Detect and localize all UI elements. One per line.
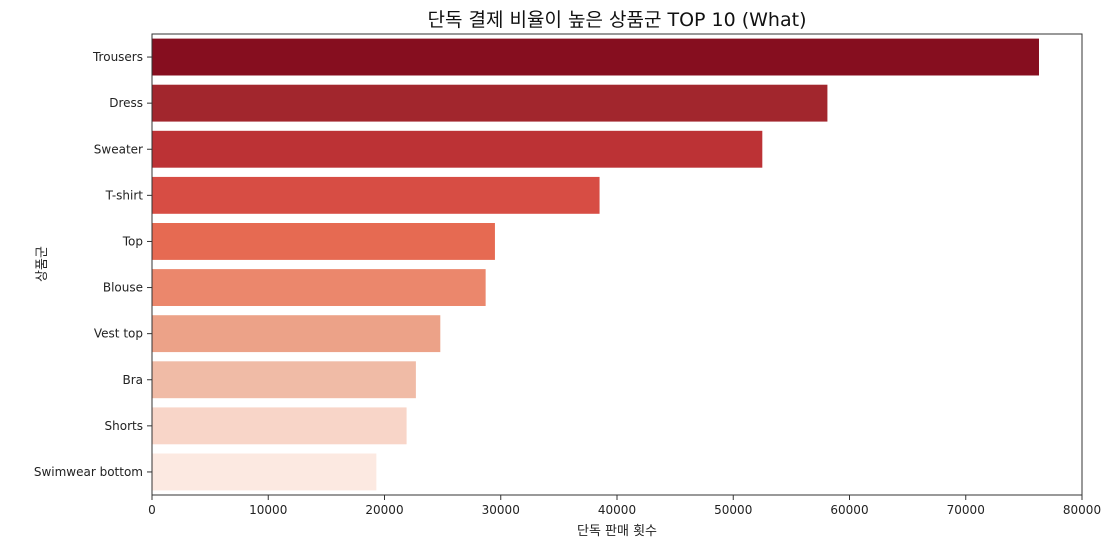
bar-shorts bbox=[152, 407, 407, 445]
x-tick-label: 30000 bbox=[482, 503, 520, 517]
bar-trousers bbox=[152, 38, 1039, 76]
x-tick-label: 70000 bbox=[947, 503, 985, 517]
bar-blouse bbox=[152, 269, 486, 306]
bar-sweater bbox=[152, 130, 763, 168]
chart-title: 단독 결제 비율이 높은 상품군 TOP 10 (What) bbox=[428, 9, 807, 31]
x-tick-label: 20000 bbox=[365, 503, 403, 517]
y-tick-label: Dress bbox=[109, 96, 143, 110]
y-tick-label: Top bbox=[122, 234, 143, 248]
x-axis-ticks: 0 10000 20000 30000 40000 50000 60000 70000 8000… bbox=[148, 495, 1101, 517]
bar-top bbox=[152, 223, 495, 260]
bar-t-shirt bbox=[152, 176, 600, 214]
x-tick-label: 10000 bbox=[249, 503, 287, 517]
y-axis-ticks: Trousers Dress Sweater T-shirt Top Blouse Vest… bbox=[34, 50, 152, 479]
y-tick-label: Trousers bbox=[92, 50, 143, 64]
bar-bra bbox=[152, 361, 416, 399]
plot-frame bbox=[151, 33, 1083, 496]
y-tick-label: Blouse bbox=[103, 281, 143, 295]
x-tick-label: 0 bbox=[148, 503, 156, 517]
y-axis-label: 상품군 bbox=[35, 246, 50, 282]
bar-swimwear-bottom bbox=[152, 453, 377, 491]
y-tick-label: Vest top bbox=[94, 327, 143, 341]
y-tick-label: Swimwear bottom bbox=[34, 465, 143, 479]
bar-vest-top bbox=[152, 315, 441, 353]
x-tick-label: 80000 bbox=[1063, 503, 1101, 517]
y-tick-label: T-shirt bbox=[105, 188, 144, 202]
x-tick-label: 50000 bbox=[714, 503, 752, 517]
x-tick-label: 60000 bbox=[830, 503, 868, 517]
y-tick-label: Sweater bbox=[94, 142, 143, 156]
x-tick-label: 40000 bbox=[598, 503, 636, 517]
bars bbox=[152, 38, 1039, 491]
y-tick-label: Shorts bbox=[105, 419, 143, 433]
y-tick-label: Bra bbox=[122, 373, 143, 387]
x-axis-label: 단독 판매 횟수 bbox=[577, 524, 657, 539]
bar-dress bbox=[152, 84, 828, 122]
